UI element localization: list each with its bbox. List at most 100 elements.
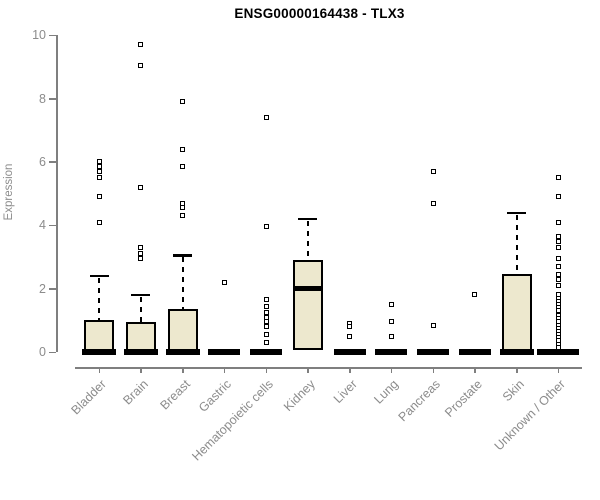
x-axis-tick [182, 367, 184, 373]
outlier-breast [180, 99, 185, 105]
outlier-unknown-other [555, 244, 561, 250]
outlier-hematopoietic-cells [263, 224, 269, 230]
chart-title: ENSG00000164438 - TLX3 [234, 6, 405, 21]
x-axis-line [75, 367, 582, 369]
y-tick-label: 0 [39, 345, 46, 359]
outlier-bladder [96, 219, 102, 225]
median-gastric [208, 349, 241, 355]
whisker-cap-kidney [298, 217, 318, 221]
x-axis-tick [349, 367, 351, 373]
median-liver [333, 349, 366, 355]
outlier-brain [138, 42, 144, 48]
outlier-pancreas [430, 200, 436, 206]
outlier-liver [347, 324, 352, 330]
whisker-cap-skin [507, 211, 526, 215]
outlier-hematopoietic-cells [263, 303, 269, 309]
box-breast [167, 309, 198, 352]
outlier-hematopoietic-cells [263, 115, 269, 121]
outlier-gastric [221, 279, 227, 285]
y-axis-tick [49, 288, 56, 290]
outlier-unknown-other [555, 238, 561, 244]
outlier-hematopoietic-cells [263, 297, 269, 303]
median-bladder [82, 349, 116, 355]
median-prostate [458, 349, 491, 355]
outlier-breast [180, 146, 185, 152]
outlier-unknown-other [555, 256, 561, 262]
median-lung [375, 349, 408, 355]
outlier-hematopoietic-cells [263, 319, 269, 325]
outlier-bladder [96, 168, 102, 174]
y-axis-tick [49, 161, 56, 163]
whisker-cap-bladder [89, 274, 109, 278]
outlier-brain [138, 62, 144, 68]
outlier-breast [180, 205, 185, 211]
y-axis-tick [49, 34, 56, 37]
outlier-unknown-other [555, 233, 561, 239]
box-skin [501, 274, 532, 352]
outlier-unknown-other [555, 344, 561, 350]
outlier-unknown-other [555, 219, 561, 225]
y-tick-label: 10 [32, 28, 46, 43]
box-kidney [292, 260, 323, 351]
outlier-hematopoietic-cells [263, 309, 269, 315]
x-axis-tick [140, 367, 142, 373]
y-tick-label: 4 [39, 218, 46, 233]
outlier-bladder [96, 164, 102, 170]
outlier-hematopoietic-cells [263, 324, 269, 330]
x-axis-tick [265, 367, 267, 373]
median-unknown-other [537, 349, 580, 355]
whisker-cap-breast [173, 254, 192, 257]
median-kidney [292, 285, 323, 292]
outlier-unknown-other [555, 282, 561, 288]
outlier-unknown-other [555, 308, 561, 314]
outlier-hematopoietic-cells [263, 339, 269, 345]
median-breast [165, 349, 200, 355]
outlier-bladder [96, 194, 102, 200]
outlier-pancreas [430, 322, 436, 328]
x-axis-tick [223, 367, 226, 373]
outlier-hematopoietic-cells [263, 314, 269, 320]
x-axis-tick [432, 367, 434, 373]
outlier-prostate [472, 292, 478, 298]
outlier-brain [138, 256, 144, 262]
y-axis-tick [49, 351, 56, 353]
outlier-bladder [96, 159, 102, 165]
outlier-unknown-other [555, 276, 561, 282]
outlier-unknown-other [555, 263, 561, 269]
whisker-brain [139, 296, 142, 322]
outlier-hematopoietic-cells [263, 332, 269, 338]
y-tick-label: 6 [39, 154, 46, 169]
outlier-unknown-other [555, 271, 561, 277]
outlier-lung [388, 319, 394, 325]
whisker-breast [181, 257, 184, 310]
y-tick-label: 8 [39, 91, 46, 106]
x-axis-tick [557, 367, 560, 373]
median-brain [123, 349, 158, 355]
outlier-unknown-other [555, 194, 561, 200]
whisker-skin [515, 214, 518, 275]
outlier-brain [138, 244, 144, 250]
whisker-kidney [306, 220, 309, 261]
outlier-breast [180, 164, 185, 170]
x-axis-tick [516, 367, 518, 373]
outlier-lung [388, 333, 394, 339]
median-hematopoietic-cells [250, 349, 282, 355]
outlier-unknown-other [555, 175, 561, 181]
outlier-breast [180, 213, 185, 219]
outlier-brain [138, 251, 144, 257]
x-axis-tick [98, 367, 100, 373]
x-axis-tick [474, 367, 476, 373]
whisker-bladder [98, 277, 100, 321]
box-bladder [84, 320, 114, 352]
box-brain [125, 321, 156, 352]
outlier-bladder [96, 175, 102, 181]
whisker-cap-brain [131, 293, 151, 297]
y-axis-label: Expression [3, 163, 15, 221]
outlier-lung [388, 301, 394, 307]
x-axis-tick [390, 367, 393, 373]
outlier-brain [138, 184, 144, 190]
y-axis-tick [49, 98, 56, 100]
x-axis-tick [307, 367, 309, 373]
y-tick-label: 2 [39, 281, 46, 296]
